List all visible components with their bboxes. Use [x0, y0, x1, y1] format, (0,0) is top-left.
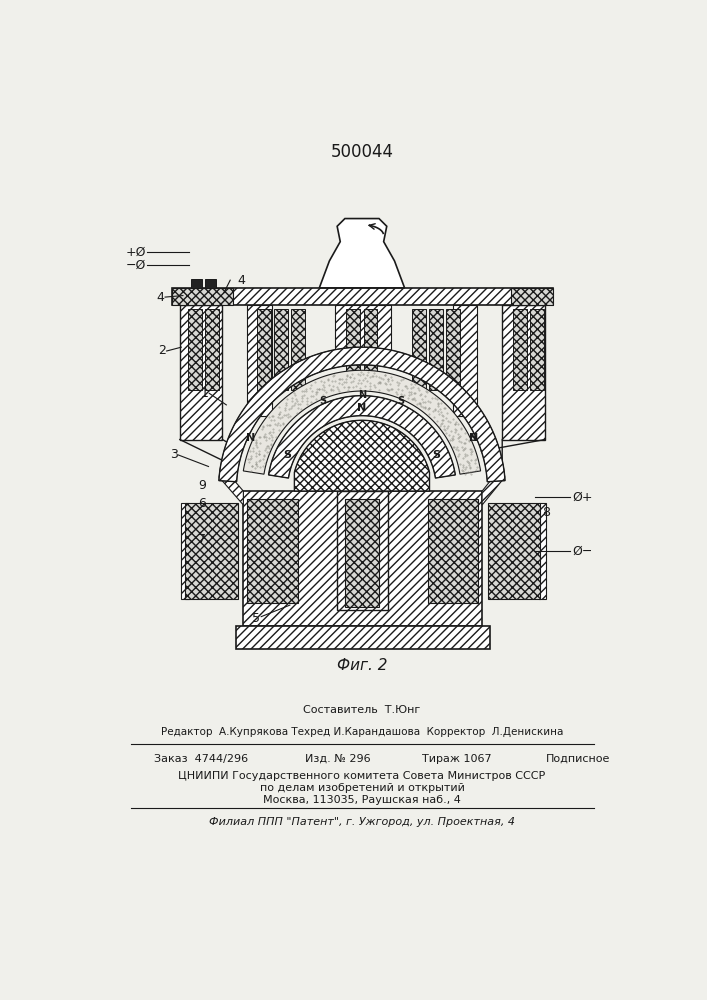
Bar	[428, 499, 478, 603]
Text: S: S	[433, 450, 440, 460]
Polygon shape	[219, 347, 505, 482]
Text: 500044: 500044	[330, 143, 394, 161]
Polygon shape	[294, 420, 430, 491]
Bar	[172, 288, 233, 305]
Text: 5: 5	[252, 612, 260, 625]
Polygon shape	[482, 465, 505, 505]
Text: ЦНИИПИ Государственного комитета Совета Министров СССР: ЦНИИПИ Государственного комитета Совета …	[178, 771, 546, 781]
Bar	[180, 305, 223, 440]
Text: Изд. № 296: Изд. № 296	[305, 754, 371, 764]
Text: N: N	[358, 390, 366, 400]
Text: −Ø: −Ø	[126, 258, 146, 271]
Text: 6: 6	[198, 497, 206, 510]
Bar	[182, 503, 189, 599]
Bar	[185, 503, 238, 599]
Text: 8: 8	[542, 506, 550, 519]
Bar	[274, 309, 288, 389]
Polygon shape	[320, 219, 404, 288]
Polygon shape	[243, 370, 481, 474]
Bar	[539, 503, 547, 599]
Text: S: S	[284, 450, 291, 460]
Text: Составитель  Т.Юнг: Составитель Т.Юнг	[303, 705, 421, 715]
Bar	[257, 309, 271, 389]
Bar	[291, 309, 305, 389]
Text: Москва, 113035, Раушская наб., 4: Москва, 113035, Раушская наб., 4	[263, 795, 461, 805]
Bar	[412, 309, 426, 389]
Text: S: S	[398, 396, 405, 406]
Text: N: N	[357, 403, 366, 413]
Text: S: S	[319, 396, 326, 406]
Text: по делам изобретений и открытий: по делам изобретений и открытий	[259, 783, 464, 793]
Bar	[247, 499, 298, 603]
Bar	[346, 309, 361, 389]
Text: Ø+: Ø+	[573, 491, 593, 504]
Bar	[247, 305, 272, 416]
Bar	[204, 309, 218, 389]
Text: Филиал ППП "Патент", г. Ужгород, ул. Проектная, 4: Филиал ППП "Патент", г. Ужгород, ул. Про…	[209, 817, 515, 827]
Text: 4: 4	[237, 274, 245, 287]
Text: 3: 3	[170, 448, 177, 461]
Bar	[446, 309, 460, 389]
Text: +Ø: +Ø	[126, 246, 146, 259]
Bar	[510, 288, 554, 305]
Text: 9: 9	[198, 479, 206, 492]
Bar	[235, 626, 490, 649]
Bar	[187, 309, 201, 389]
Polygon shape	[269, 396, 455, 478]
Text: 2: 2	[158, 344, 166, 358]
Bar	[513, 309, 527, 389]
Text: Редактор  А.Купрякова Техред И.Карандашова  Корректор  Л.Денискина: Редактор А.Купрякова Техред И.Карандашов…	[160, 727, 563, 737]
Text: 7: 7	[198, 533, 206, 546]
Bar	[452, 305, 477, 416]
Text: N: N	[469, 433, 478, 443]
Text: Подписное: Подписное	[546, 754, 610, 764]
Bar	[335, 305, 392, 351]
Text: S: S	[469, 433, 477, 443]
Bar	[345, 499, 379, 607]
Bar	[502, 305, 545, 440]
Text: Ø−: Ø−	[573, 545, 593, 558]
Text: Заказ  4744/296: Заказ 4744/296	[154, 754, 248, 764]
Text: N: N	[246, 433, 255, 443]
Bar	[488, 503, 540, 599]
Text: Тираж 1067: Тираж 1067	[421, 754, 491, 764]
Bar	[172, 288, 554, 305]
Polygon shape	[219, 465, 243, 505]
Bar	[429, 309, 443, 389]
Text: 1: 1	[201, 387, 209, 400]
Text: Фиг. 2: Фиг. 2	[337, 658, 387, 673]
Text: 4: 4	[156, 291, 164, 304]
Bar	[337, 491, 387, 610]
Bar	[243, 491, 482, 626]
Bar	[191, 279, 202, 288]
Bar	[530, 309, 544, 389]
Bar	[363, 309, 378, 389]
Bar	[204, 279, 216, 288]
